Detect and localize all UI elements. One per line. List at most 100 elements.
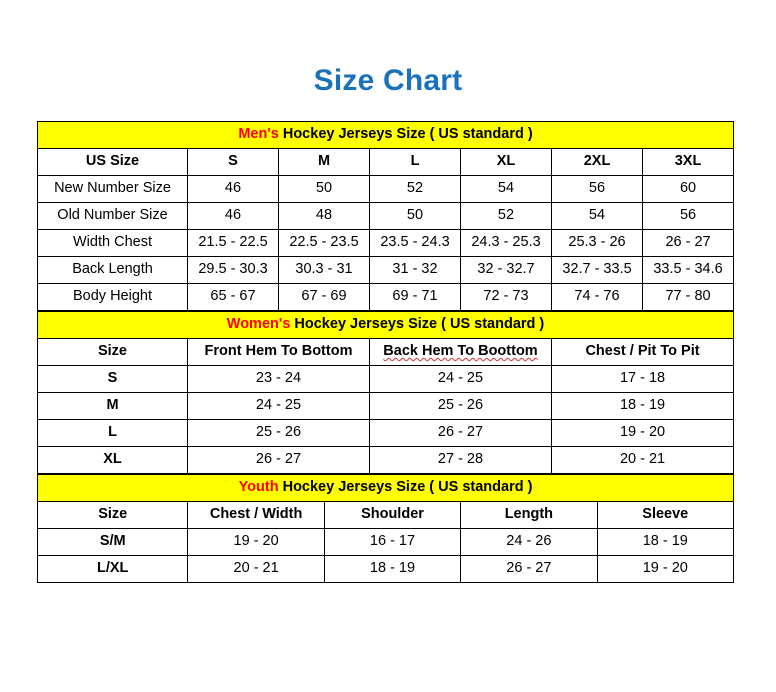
mens-banner-accent: Men's xyxy=(238,126,279,143)
mens-cell: 23.5 - 24.3 xyxy=(369,229,461,257)
mens-cell: 21.5 - 22.5 xyxy=(187,229,279,257)
womens-cell: 26 - 27 xyxy=(369,419,552,447)
youth-header-row: Size Chest / Width Shoulder Length Sleev… xyxy=(36,501,735,529)
mens-cell: 54 xyxy=(551,202,643,230)
mens-row-label: Back Length xyxy=(37,256,188,284)
mens-cell: 56 xyxy=(551,175,643,203)
mens-cell: 74 - 76 xyxy=(551,283,643,311)
womens-banner-rest: Hockey Jerseys Size ( US standard ) xyxy=(290,316,545,333)
youth-banner-row: Youth Hockey Jerseys Size ( US standard … xyxy=(37,474,734,502)
womens-cell: 27 - 28 xyxy=(369,446,552,474)
womens-cell: 25 - 26 xyxy=(187,419,370,447)
youth-cell: 19 - 20 xyxy=(187,528,325,556)
youth-cell: 18 - 19 xyxy=(323,555,462,583)
youth-header-cell: Shoulder xyxy=(323,501,462,529)
youth-banner-rest: Hockey Jerseys Size ( US standard ) xyxy=(278,479,533,496)
youth-cell: 18 - 19 xyxy=(596,528,735,556)
womens-row-label: XL xyxy=(37,446,188,474)
mens-cell: 24.3 - 25.3 xyxy=(460,229,552,257)
youth-section-banner: Youth Hockey Jerseys Size ( US standard … xyxy=(37,474,734,502)
womens-cell: 18 - 19 xyxy=(550,392,735,420)
mens-cell: 52 xyxy=(460,202,552,230)
youth-row-label: S/M xyxy=(36,528,189,556)
mens-cell: 32.7 - 33.5 xyxy=(551,256,643,284)
mens-cell: 29.5 - 30.3 xyxy=(187,256,279,284)
womens-banner-accent: Women's xyxy=(226,316,291,333)
womens-header-cell: Back Hem To Boottom xyxy=(369,338,552,366)
womens-row-label: S xyxy=(37,365,188,393)
table-row: Old Number Size 46 48 50 52 54 56 xyxy=(37,202,735,230)
womens-size-table: Women's Hockey Jerseys Size ( US standar… xyxy=(36,311,735,474)
youth-size-table: Youth Hockey Jerseys Size ( US standard … xyxy=(36,474,735,583)
womens-cell: 19 - 20 xyxy=(550,419,735,447)
womens-cell: 26 - 27 xyxy=(187,446,370,474)
mens-row-label: Body Height xyxy=(37,283,188,311)
womens-cell: 23 - 24 xyxy=(187,365,370,393)
mens-row-label: Width Chest xyxy=(37,229,188,257)
mens-header-cell: S xyxy=(187,148,279,176)
youth-cell: 20 - 21 xyxy=(187,555,325,583)
mens-header-cell: US Size xyxy=(37,148,188,176)
table-row: S 23 - 24 24 - 25 17 - 18 xyxy=(37,365,735,393)
mens-cell: 54 xyxy=(460,175,552,203)
youth-cell: 26 - 27 xyxy=(460,555,598,583)
womens-row-label: M xyxy=(37,392,188,420)
mens-cell: 31 - 32 xyxy=(369,256,461,284)
mens-header-cell: 2XL xyxy=(551,148,643,176)
youth-cell: 19 - 20 xyxy=(596,555,735,583)
mens-header-row: US Size S M L XL 2XL 3XL xyxy=(37,148,735,176)
youth-header-cell: Chest / Width xyxy=(187,501,325,529)
womens-cell: 24 - 25 xyxy=(187,392,370,420)
youth-header-cell: Length xyxy=(460,501,598,529)
womens-banner-row: Women's Hockey Jerseys Size ( US standar… xyxy=(36,311,735,339)
mens-cell: 69 - 71 xyxy=(369,283,461,311)
mens-cell: 22.5 - 23.5 xyxy=(278,229,370,257)
mens-banner-row: Men's Hockey Jerseys Size ( US standard … xyxy=(36,121,735,149)
mens-cell: 52 xyxy=(369,175,461,203)
womens-cell: 17 - 18 xyxy=(550,365,735,393)
mens-cell: 72 - 73 xyxy=(460,283,552,311)
mens-cell: 32 - 32.7 xyxy=(460,256,552,284)
mens-cell: 46 xyxy=(187,202,279,230)
mens-cell: 30.3 - 31 xyxy=(278,256,370,284)
mens-header-cell: M xyxy=(278,148,370,176)
mens-cell: 33.5 - 34.6 xyxy=(641,256,735,284)
youth-row-label: L/XL xyxy=(36,555,189,583)
mens-header-cell: L xyxy=(369,148,461,176)
mens-header-cell: 3XL xyxy=(641,148,735,176)
mens-cell: 50 xyxy=(278,175,370,203)
mens-cell: 67 - 69 xyxy=(278,283,370,311)
mens-header-cell: XL xyxy=(460,148,552,176)
table-row: S/M 19 - 20 16 - 17 24 - 26 18 - 19 xyxy=(36,528,735,556)
youth-header-cell: Size xyxy=(36,501,189,529)
womens-header-row: Size Front Hem To Bottom Back Hem To Boo… xyxy=(37,338,735,366)
mens-cell: 25.3 - 26 xyxy=(551,229,643,257)
womens-cell: 20 - 21 xyxy=(550,446,735,474)
page-title: Size Chart xyxy=(313,64,463,97)
mens-banner-rest: Hockey Jerseys Size ( US standard ) xyxy=(278,126,533,143)
mens-cell: 65 - 67 xyxy=(187,283,279,311)
table-row: Body Height 65 - 67 67 - 69 69 - 71 72 -… xyxy=(37,283,735,311)
mens-cell: 50 xyxy=(369,202,461,230)
womens-section-banner: Women's Hockey Jerseys Size ( US standar… xyxy=(36,311,735,339)
table-row: Width Chest 21.5 - 22.5 22.5 - 23.5 23.5… xyxy=(37,229,735,257)
youth-cell: 16 - 17 xyxy=(323,528,462,556)
youth-header-cell: Sleeve xyxy=(596,501,735,529)
youth-cell: 24 - 26 xyxy=(460,528,598,556)
womens-cell: 25 - 26 xyxy=(369,392,552,420)
mens-cell: 56 xyxy=(641,202,735,230)
womens-cell: 24 - 25 xyxy=(369,365,552,393)
womens-header-cell: Front Hem To Bottom xyxy=(187,338,370,366)
mens-cell: 26 - 27 xyxy=(641,229,735,257)
table-row: Back Length 29.5 - 30.3 30.3 - 31 31 - 3… xyxy=(37,256,735,284)
mens-row-label: Old Number Size xyxy=(37,202,188,230)
mens-cell: 46 xyxy=(187,175,279,203)
size-tables-container: Men's Hockey Jerseys Size ( US standard … xyxy=(36,121,735,583)
womens-header-cell: Chest / Pit To Pit xyxy=(550,338,735,366)
womens-row-label: L xyxy=(37,419,188,447)
mens-cell: 48 xyxy=(278,202,370,230)
mens-section-banner: Men's Hockey Jerseys Size ( US standard … xyxy=(36,121,735,149)
table-row: L 25 - 26 26 - 27 19 - 20 xyxy=(37,419,735,447)
table-row: L/XL 20 - 21 18 - 19 26 - 27 19 - 20 xyxy=(36,555,735,583)
